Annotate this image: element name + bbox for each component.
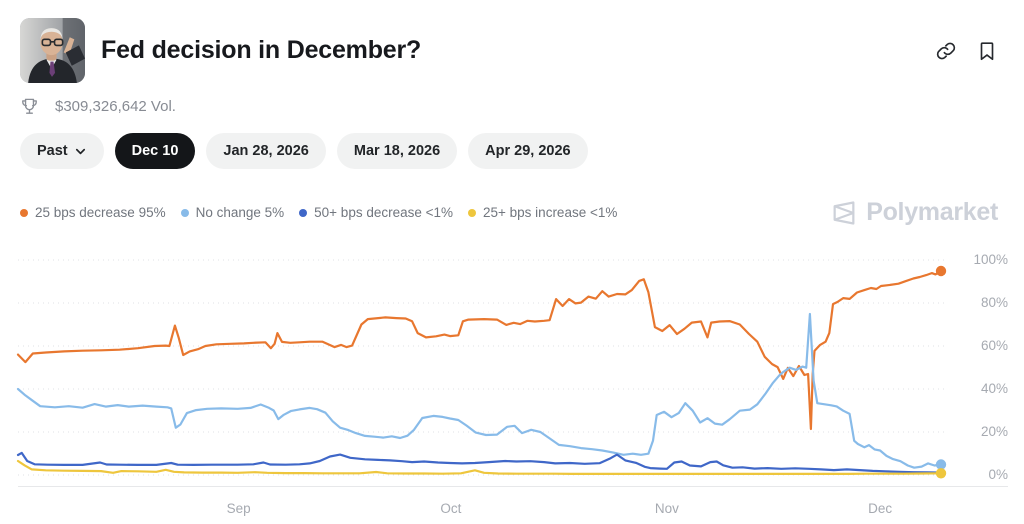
page-title: Fed decision in December? [101, 36, 422, 64]
tab-dec-10[interactable]: Dec 10 [114, 133, 196, 169]
y-tick-label: 80% [980, 295, 1008, 310]
x-tick-label: Dec [868, 501, 893, 516]
chart-bottom-border [18, 486, 1008, 487]
polymarket-watermark: Polymarket [830, 198, 998, 227]
y-tick-label: 60% [980, 338, 1008, 353]
volume-text: $309,326,642 Vol. [55, 97, 176, 115]
y-tick-label: 100% [973, 252, 1008, 267]
legend-item-no-change: No change 5% [180, 205, 285, 220]
legend-item-25bps-decrease: 25 bps decrease 95% [20, 205, 166, 220]
tab-apr-29-2026[interactable]: Apr 29, 2026 [468, 133, 588, 169]
outcome-date-tabs: Past Dec 10 Jan 28, 2026 Mar 18, 2026 Ap… [20, 133, 1004, 169]
y-tick-label: 40% [980, 381, 1008, 396]
tab-label: Past [37, 143, 68, 159]
legend-label: 50+ bps decrease <1% [314, 205, 454, 220]
legend-dot-orange [20, 208, 28, 217]
market-avatar [20, 18, 85, 83]
trophy-icon [20, 97, 39, 116]
tab-label: Jan 28, 2026 [223, 143, 309, 159]
legend-row: 25 bps decrease 95% No change 5% 50+ bps… [20, 198, 998, 227]
legend-label: 25 bps decrease 95% [35, 205, 166, 220]
legend-dot-dark-blue [299, 208, 308, 217]
tab-label: Dec 10 [131, 143, 179, 159]
y-tick-label: 0% [988, 467, 1008, 482]
y-tick-label: 20% [980, 424, 1008, 439]
copy-link-icon[interactable] [935, 40, 957, 62]
price-history-chart[interactable]: 0% 20% 40% 60% 80% 100% Sep Oct Nov Dec [16, 252, 1018, 516]
tab-jan-28-2026[interactable]: Jan 28, 2026 [206, 133, 326, 169]
tab-past[interactable]: Past [20, 133, 104, 169]
tab-mar-18-2026[interactable]: Mar 18, 2026 [336, 133, 458, 169]
x-axis-labels: Sep Oct Nov Dec [18, 501, 948, 519]
volume-row: $309,326,642 Vol. [20, 96, 1004, 116]
legend-item-25bps-increase: 25+ bps increase <1% [468, 205, 617, 220]
tab-label: Mar 18, 2026 [353, 143, 441, 159]
x-tick-label: Nov [654, 501, 679, 516]
legend-label: 25+ bps increase <1% [483, 205, 618, 220]
chart-legend: 25 bps decrease 95% No change 5% 50+ bps… [20, 205, 617, 220]
x-tick-label: Oct [440, 501, 462, 516]
tab-label: Apr 29, 2026 [485, 143, 571, 159]
polymarket-logo-text: Polymarket [866, 198, 998, 226]
legend-item-50bps-decrease: 50+ bps decrease <1% [299, 205, 453, 220]
legend-dot-yellow [468, 208, 477, 217]
x-tick-label: Sep [226, 501, 251, 516]
legend-dot-light-blue [180, 208, 189, 217]
bookmark-icon[interactable] [976, 40, 998, 62]
chart-plot[interactable] [16, 253, 948, 487]
legend-label: No change 5% [195, 205, 285, 220]
market-header: Fed decision in December? [20, 18, 1004, 83]
chevron-down-icon [74, 145, 87, 158]
polymarket-logo-icon [830, 199, 858, 227]
